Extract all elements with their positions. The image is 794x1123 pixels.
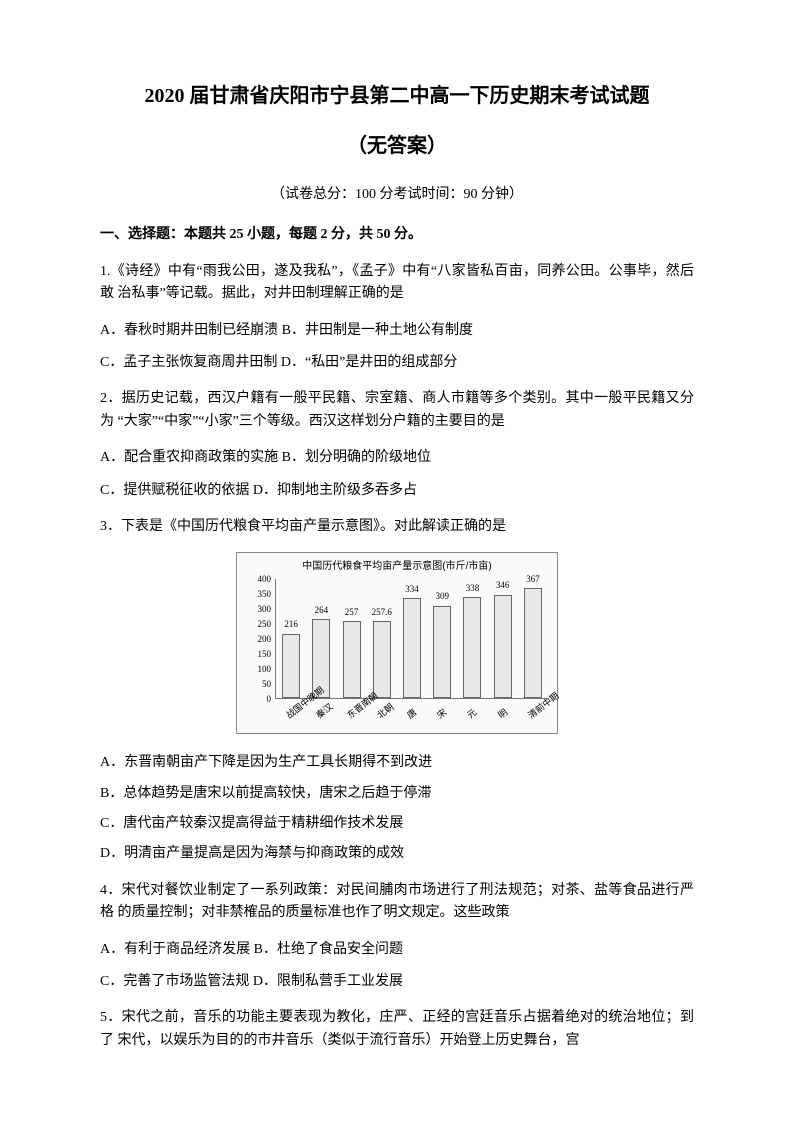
question-2-options: A．配合重农抑商政策的实施 B．划分明确的阶级地位 C．提供赋税征收的依据 D．… — [100, 447, 694, 502]
y-tick: 200 — [247, 632, 271, 646]
chart-box: 中国历代粮食平均亩产量示意图(市斤/市亩) 050100150200250300… — [236, 552, 558, 734]
q4-line1: A．有利于商品经济发展 B．杜绝了食品安全问题 — [100, 939, 694, 961]
bar — [463, 597, 481, 698]
q3-optD: D．明清亩产量提高是因为海禁与抑商政策的成效 — [100, 843, 694, 865]
question-5: 5．宋代之前，音乐的功能主要表现为教化，庄严、正经的宫廷音乐占据着绝对的统治地位… — [100, 1007, 694, 1052]
y-tick: 150 — [247, 647, 271, 661]
y-tick: 100 — [247, 662, 271, 676]
bar-value-label: 257.6 — [366, 605, 398, 619]
exam-info: （试卷总分：100 分考试时间：90 分钟） — [100, 184, 694, 206]
question-2: 2．据历史记载，西汉户籍有一般平民籍、宗室籍、商人市籍等多个类别。其中一般平民籍… — [100, 388, 694, 433]
bar-value-label: 346 — [487, 578, 519, 592]
bar-value-label: 264 — [305, 603, 337, 617]
q3-optB: B．总体趋势是唐宋以前提高较快，唐宋之后趋于停滞 — [100, 783, 694, 805]
y-tick: 400 — [247, 572, 271, 586]
q3-optC: C．唐代亩产较秦汉提高得益于精耕细作技术发展 — [100, 813, 694, 835]
bar-value-label: 338 — [456, 581, 488, 595]
y-tick: 300 — [247, 602, 271, 616]
title-sub: （无答案） — [100, 130, 694, 162]
chart-container: 中国历代粮食平均亩产量示意图(市斤/市亩) 050100150200250300… — [100, 552, 694, 734]
y-tick: 50 — [247, 677, 271, 691]
question-3-options: A．东晋南朝亩产下降是因为生产工具长期得不到改进 B．总体趋势是唐宋以前提高较快… — [100, 752, 694, 866]
bar-chart: 050100150200250300350400216264257257.633… — [247, 579, 547, 729]
question-3: 3．下表是《中国历代粮食平均亩产量示意图》。对此解读正确的是 — [100, 516, 694, 538]
question-1-options: A．春秋时期井田制已经崩溃 B．井田制是一种土地公有制度 C．孟子主张恢复商周井… — [100, 320, 694, 375]
y-tick: 0 — [247, 692, 271, 706]
bar-value-label: 257 — [336, 605, 368, 619]
bar — [494, 595, 512, 699]
q3-optA: A．东晋南朝亩产下降是因为生产工具长期得不到改进 — [100, 752, 694, 774]
q1-line1: A．春秋时期井田制已经崩溃 B．井田制是一种土地公有制度 — [100, 320, 694, 342]
bar — [524, 588, 542, 698]
question-4-options: A．有利于商品经济发展 B．杜绝了食品安全问题 C．完善了市场监管法规 D．限制… — [100, 939, 694, 994]
y-tick: 250 — [247, 617, 271, 631]
section-head: 一、选择题：本题共 25 小题，每题 2 分，共 50 分。 — [100, 224, 694, 246]
q2-line1: A．配合重农抑商政策的实施 B．划分明确的阶级地位 — [100, 447, 694, 469]
chart-plot: 216264257257.6334309338346367 — [275, 579, 547, 699]
question-4: 4．宋代对餐饮业制定了一系列政策：对民间脯肉市场进行了刑法规范；对茶、盐等食品进… — [100, 880, 694, 925]
chart-title: 中国历代粮食平均亩产量示意图(市斤/市亩) — [247, 559, 547, 575]
title-main: 2020 届甘肃省庆阳市宁县第二中高一下历史期末考试试题 — [100, 80, 694, 112]
bar — [282, 634, 300, 699]
q2-line2: C．提供赋税征收的依据 D．抑制地主阶级多吞多占 — [100, 480, 694, 502]
bar-value-label: 216 — [275, 617, 307, 631]
q4-line2: C．完善了市场监管法规 D．限制私营手工业发展 — [100, 971, 694, 993]
q1-line2: C．孟子主张恢复商周井田制 D．“私田”是井田的组成部分 — [100, 352, 694, 374]
bar-value-label: 309 — [426, 589, 458, 603]
y-tick: 350 — [247, 587, 271, 601]
bar-value-label: 334 — [396, 582, 428, 596]
bar-value-label: 367 — [517, 572, 549, 586]
bar — [403, 598, 421, 698]
question-1: 1.《诗经》中有“雨我公田，遂及我私”，《孟子》中有“八家皆私百亩，同养公田。公… — [100, 261, 694, 306]
